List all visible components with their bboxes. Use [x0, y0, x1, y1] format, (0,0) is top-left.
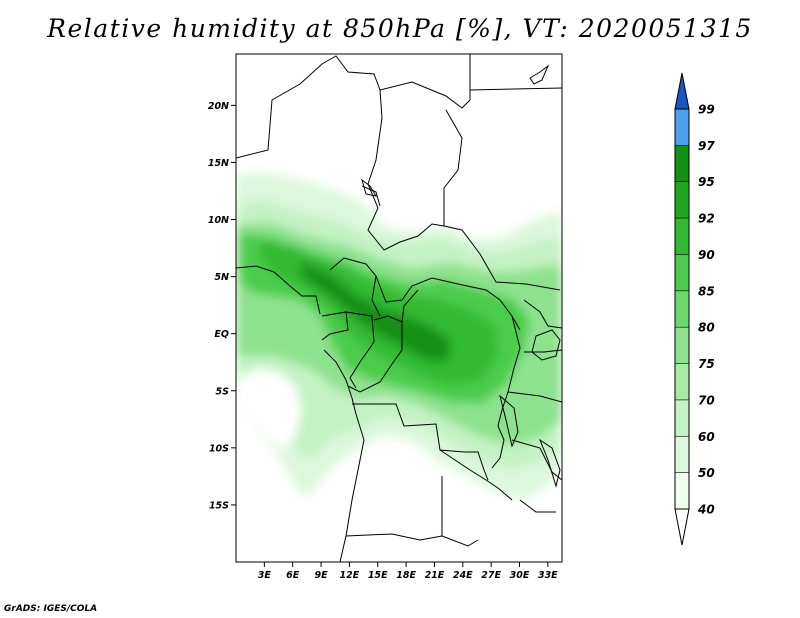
grads-credit: GrADS: IGES/COLA [4, 604, 98, 614]
lat-tick-label: EQ [214, 329, 229, 340]
border-line [347, 322, 403, 393]
colorbar-label: 99 [698, 103, 715, 117]
colorbar-label: 80 [698, 321, 715, 335]
lat-tick-label: 15S [209, 500, 229, 511]
border-line [236, 265, 321, 315]
border-line [511, 439, 562, 481]
colorbar-label: 60 [698, 430, 715, 444]
lat-tick-label: 10N [208, 215, 229, 226]
border-line [371, 275, 381, 317]
colorbar-segment [675, 363, 689, 400]
colorbar-segment [675, 327, 689, 364]
lon-tick-label: 30E [510, 570, 530, 581]
colorbar-segment [675, 109, 689, 146]
border-line [441, 476, 479, 547]
lake-outline [361, 178, 378, 197]
lon-tick-label: 24E [453, 570, 473, 581]
humidity-region-95 [300, 262, 452, 362]
country-borders [236, 54, 562, 562]
border-line [519, 499, 556, 513]
colorbar-label: 92 [698, 212, 715, 226]
lat-tick-label: 5N [214, 272, 229, 283]
colorbar-label: 97 [698, 139, 715, 153]
map-title: Relative humidity at 850hPa [%], VT: 202… [47, 14, 753, 43]
lat-tick-label: 15N [208, 158, 229, 169]
colorbar-label: 70 [698, 393, 715, 407]
border-line [345, 311, 375, 389]
lake-outline [538, 438, 561, 488]
border-line [321, 311, 349, 341]
border-line [361, 185, 381, 207]
colorbar-label: 40 [697, 503, 715, 517]
border-line [236, 55, 561, 291]
colorbar-segment [675, 399, 689, 437]
lake-outline [531, 329, 561, 361]
colorbar-label: 75 [698, 357, 715, 371]
border-line [469, 87, 562, 91]
colorbar-label: 95 [698, 175, 715, 189]
colorbar-label: 85 [698, 284, 715, 298]
colorbar-low-arrow [674, 508, 690, 546]
latitude-axis: 20N 15N 10N 5N EQ 5S 10S 15S [208, 101, 236, 511]
colorbar-segment [675, 472, 689, 509]
lon-tick-label: 12E [340, 570, 360, 581]
border-line [443, 109, 463, 189]
border-line [524, 349, 562, 353]
border-line [379, 54, 471, 109]
border-line [439, 449, 513, 501]
dry-region [236, 368, 302, 450]
lon-tick-label: 33E [538, 570, 558, 581]
colorbar-label: 90 [698, 248, 715, 262]
colorbar-segment [675, 436, 689, 473]
colorbar-segment [675, 218, 689, 255]
lake-outline [499, 394, 519, 448]
lat-tick-label: 5S [216, 386, 230, 397]
lat-tick-label: 20N [208, 101, 229, 112]
map-frame [235, 53, 563, 563]
longitude-axis: 3E 6E 9E 12E 15E 18E 21E 24E 27E 30E 33E [258, 562, 558, 581]
colorbar-segment [675, 290, 689, 328]
colorbar-label: 50 [698, 466, 715, 480]
lake-outline [529, 64, 550, 85]
lon-tick-label: 3E [258, 570, 272, 581]
lon-tick-label: 15E [368, 570, 388, 581]
lon-tick-label: 21E [425, 570, 445, 581]
lat-tick-label: 10S [209, 443, 229, 454]
border-line [491, 315, 521, 469]
border-line [323, 349, 365, 562]
colorbar-segment [675, 145, 689, 182]
colorbar-segment [675, 254, 689, 291]
colorbar-segment [675, 181, 689, 219]
colorbar-high-arrow [674, 72, 690, 110]
border-line [345, 533, 443, 541]
colorbar: 40 50 60 70 75 80 85 90 92 95 97 99 [674, 72, 715, 546]
humidity-field [236, 172, 562, 500]
lon-tick-label: 27E [481, 570, 501, 581]
lon-tick-label: 6E [286, 570, 300, 581]
border-line [329, 257, 521, 331]
border-line [523, 299, 562, 329]
lon-tick-label: 18E [396, 570, 416, 581]
lon-tick-label: 9E [314, 570, 328, 581]
border-line [507, 391, 562, 403]
